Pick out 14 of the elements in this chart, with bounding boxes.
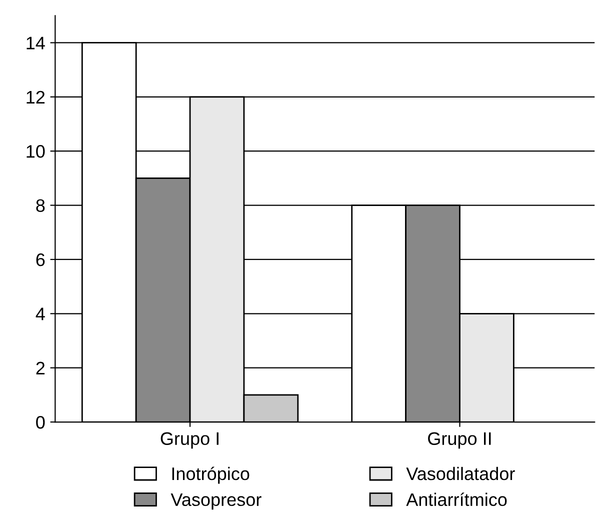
legend-label: Vasodilatador bbox=[406, 466, 515, 480]
y-tick-label: 8 bbox=[36, 199, 45, 212]
y-tick-label: 0 bbox=[36, 416, 45, 429]
y-tick-label: 14 bbox=[26, 36, 45, 50]
legend-label: Vasopresor bbox=[170, 493, 262, 510]
y-tick-label: 2 bbox=[36, 362, 45, 374]
legend-label: Antiarrítmico bbox=[406, 492, 507, 506]
y-tick-label: 6 bbox=[36, 253, 45, 266]
x-tick-label: Grupo II bbox=[428, 432, 491, 449]
legend-label: Inotrópico bbox=[172, 466, 250, 484]
y-tick-label: 4 bbox=[36, 308, 45, 320]
x-tick-label: Grupo I bbox=[160, 432, 218, 449]
y-tick-label: 10 bbox=[26, 145, 45, 158]
y-tick-label: 12 bbox=[26, 90, 45, 104]
